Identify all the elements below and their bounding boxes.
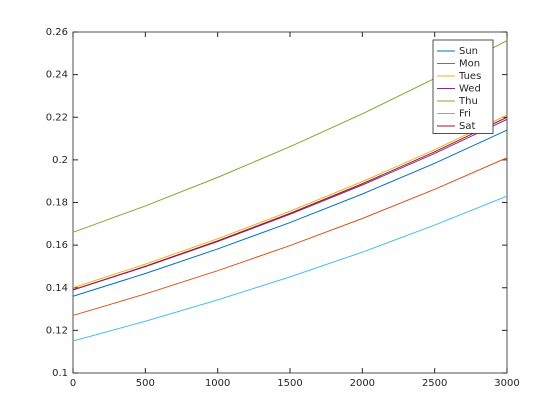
line [72,129,508,297]
legend-label: Sat [459,121,475,132]
x-tick-label: 0 [70,378,76,389]
legend-label: Fri [459,109,471,120]
legend-label: Tues [458,71,481,82]
x-tick-label: 500 [136,378,155,389]
legend-label: Mon [459,59,480,70]
y-tick-label: 0.2 [52,155,68,166]
line [72,157,508,316]
line [72,116,508,291]
y-tick-label: 0.18 [46,198,68,209]
y-tick-label: 0.16 [46,240,68,251]
x-tick-label: 2500 [422,378,447,389]
y-tick-label: 0.26 [46,27,68,38]
x-tick-label: 2000 [350,378,375,389]
legend-label: Sun [459,46,478,57]
legend-label: Thu [458,96,478,107]
line [72,114,508,289]
y-tick-label: 0.12 [46,325,68,336]
x-tick-label: 1500 [277,378,302,389]
x-tick-label: 3000 [494,378,519,389]
legend-box [432,39,494,134]
y-tick-label: 0.1 [52,368,68,379]
line [72,195,508,342]
legend-label: Wed [459,84,481,95]
x-tick-label: 1000 [205,378,230,389]
y-tick-label: 0.24 [46,70,68,81]
y-tick-label: 0.22 [46,112,68,123]
y-tick-label: 0.14 [46,283,68,294]
